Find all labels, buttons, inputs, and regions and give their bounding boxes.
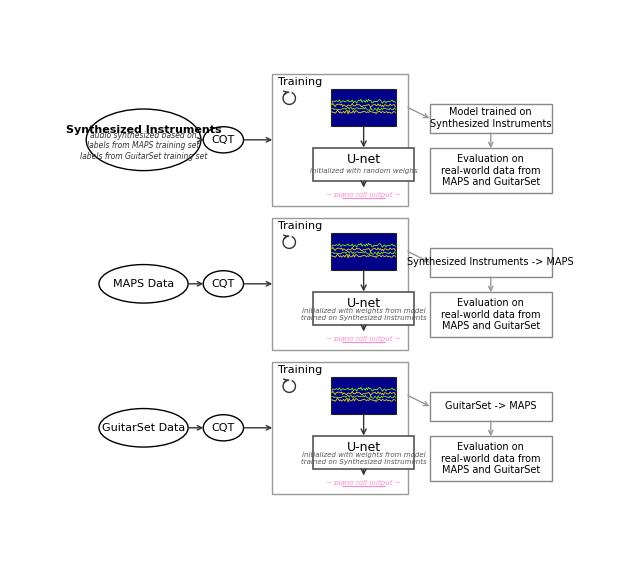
Bar (429, 248, 552, 277)
Bar (331, 89, 396, 126)
Text: CQT: CQT (212, 135, 235, 145)
Text: Training: Training (278, 365, 322, 375)
Text: CQT: CQT (212, 423, 235, 433)
Text: U-net: U-net (347, 297, 381, 310)
Bar (313, 147, 414, 182)
Bar (331, 377, 396, 414)
Bar (313, 436, 414, 469)
Text: Synthesized Instruments -> MAPS: Synthesized Instruments -> MAPS (408, 257, 574, 268)
Bar (429, 148, 552, 193)
Text: Model trained on
Synthesized Instruments: Model trained on Synthesized Instruments (430, 107, 552, 129)
Bar (331, 233, 396, 270)
Text: Evaluation on
real-world data from
MAPS and GuitarSet: Evaluation on real-world data from MAPS … (441, 298, 541, 331)
Text: Training: Training (278, 77, 322, 87)
Bar (272, 217, 408, 350)
Text: MAPS Data: MAPS Data (113, 279, 174, 289)
Text: initialized with weights from model
trained on Synthesized Instruments: initialized with weights from model trai… (301, 452, 426, 465)
Bar (429, 436, 552, 481)
Bar (272, 74, 408, 206)
Text: Evaluation on
real-world data from
MAPS and GuitarSet: Evaluation on real-world data from MAPS … (441, 442, 541, 475)
Text: audio synthesized based on
labels from MAPS training set
labels from GuitarSet t: audio synthesized based on labels from M… (80, 131, 207, 161)
Bar (429, 392, 552, 421)
Text: GuitarSet -> MAPS: GuitarSet -> MAPS (445, 401, 536, 411)
Text: ~ piano roll output ~: ~ piano roll output ~ (326, 336, 401, 342)
Bar (313, 292, 414, 325)
Text: ~ piano roll output ~: ~ piano roll output ~ (326, 192, 401, 198)
Text: Synthesized Instruments: Synthesized Instruments (66, 125, 221, 135)
Bar (429, 103, 552, 133)
Text: initialized with weights from model
trained on Synthesized Instruments: initialized with weights from model trai… (301, 308, 426, 321)
Bar (272, 361, 408, 494)
Text: initialized with random weighs: initialized with random weighs (310, 167, 417, 174)
Text: U-net: U-net (347, 441, 381, 454)
Text: Training: Training (278, 221, 322, 231)
Text: ~ piano roll output ~: ~ piano roll output ~ (326, 479, 401, 486)
Text: Evaluation on
real-world data from
MAPS and GuitarSet: Evaluation on real-world data from MAPS … (441, 154, 541, 187)
Text: CQT: CQT (212, 279, 235, 289)
Bar (429, 292, 552, 337)
Text: U-net: U-net (347, 152, 381, 166)
Text: GuitarSet Data: GuitarSet Data (102, 423, 185, 433)
